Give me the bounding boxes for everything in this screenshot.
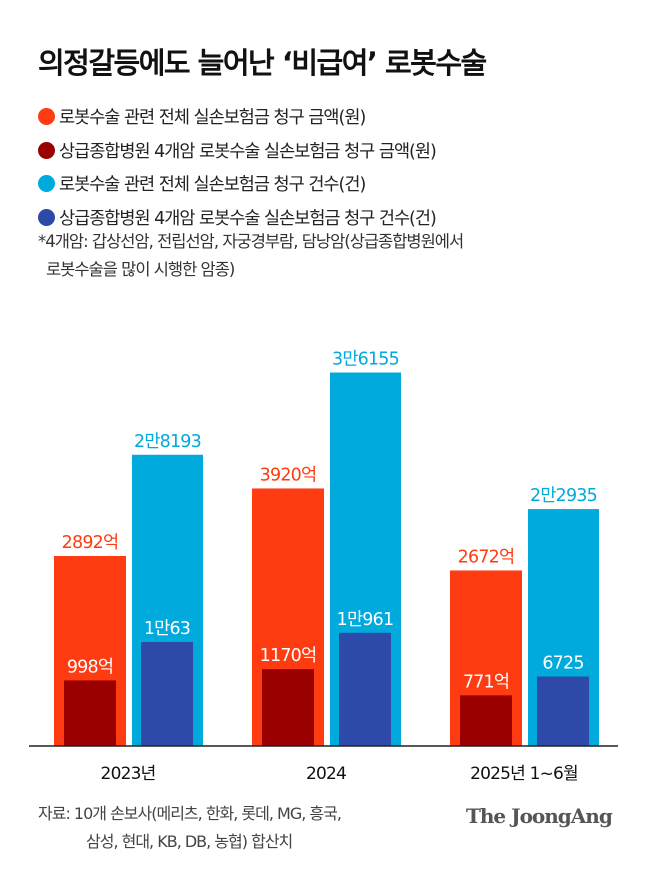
legend-dot-icon — [38, 141, 55, 159]
legend-label: 상급종합병원 4개암 로봇수술 실손보험금 청구 건수(건) — [59, 208, 437, 229]
data-label: 1만961 — [337, 610, 394, 630]
data-label: 6725 — [542, 654, 583, 674]
data-label: 3만6155 — [332, 350, 399, 370]
bar — [64, 680, 116, 746]
legend-label: 로봇수술 관련 전체 실손보험금 청구 금액(원) — [59, 108, 366, 129]
source-line: 삼성, 현대, KB, DB, 농협) 합산치 — [86, 832, 293, 851]
logo: The JoongAng — [466, 804, 613, 828]
data-label: 1만63 — [144, 619, 190, 639]
footnote-line: *4개암: 갑상선암, 전립선암, 자궁경부람, 담낭암(상급종합병원에서 — [38, 232, 464, 251]
legend-item: 상급종합병원 4개암 로봇수술 실손보험금 청구 금액(원) — [38, 134, 437, 168]
legend-dot-icon — [38, 175, 55, 193]
x-tick-label: 2025년 1~6월 — [470, 764, 578, 784]
legend-label: 로봇수술 관련 전체 실손보험금 청구 건수(건) — [59, 175, 366, 196]
source-line: 자료: 10개 손보사(메리츠, 한화, 롯데, MG, 흥국, — [38, 804, 342, 823]
source-note: 자료: 10개 손보사(메리츠, 한화, 롯데, MG, 흥국, 삼성, 현대,… — [38, 800, 342, 856]
chart-title: 의정갈등에도 늘어난 ‘비급여’ 로봇수술 — [38, 46, 487, 80]
x-tick-label: 2024 — [306, 764, 346, 784]
data-label: 2만8193 — [134, 432, 201, 452]
legend-dot-icon — [38, 208, 55, 226]
legend-item: 로봇수술 관련 전체 실손보험금 청구 건수(건) — [38, 167, 436, 201]
x-tick-label: 2023년 — [101, 764, 156, 784]
data-label: 771억 — [463, 672, 509, 692]
legend: 로봇수술 관련 전체 실손보험금 청구 금액(원) 상급종합병원 4개암 로봇수… — [38, 100, 437, 235]
data-label: 1170억 — [260, 646, 317, 666]
bar — [262, 669, 314, 746]
bar — [537, 676, 589, 746]
bar — [460, 695, 512, 746]
footnote: *4개암: 갑상선암, 전립선암, 자궁경부람, 담낭암(상급종합병원에서 로봇… — [38, 228, 464, 284]
legend-dot-icon — [38, 108, 55, 126]
footnote-line: 로봇수술을 많이 시행한 암종) — [46, 260, 235, 279]
legend-label: 상급종합병원 4개암 로봇수술 실손보험금 청구 금액(원) — [59, 141, 437, 162]
data-label: 3920억 — [260, 465, 317, 485]
legend-item: 상급종합병원 4개암 로봇수술 실손보험금 청구 건수(건) — [38, 201, 437, 235]
legend-item: 로봇수술 관련 전체 실손보험금 청구 금액(원) — [38, 100, 436, 134]
bar — [339, 632, 391, 746]
data-label: 998억 — [67, 657, 113, 677]
data-label: 2892억 — [62, 533, 119, 553]
data-label: 2만2935 — [530, 486, 597, 506]
bar — [141, 642, 193, 746]
data-label: 2672억 — [458, 547, 515, 567]
